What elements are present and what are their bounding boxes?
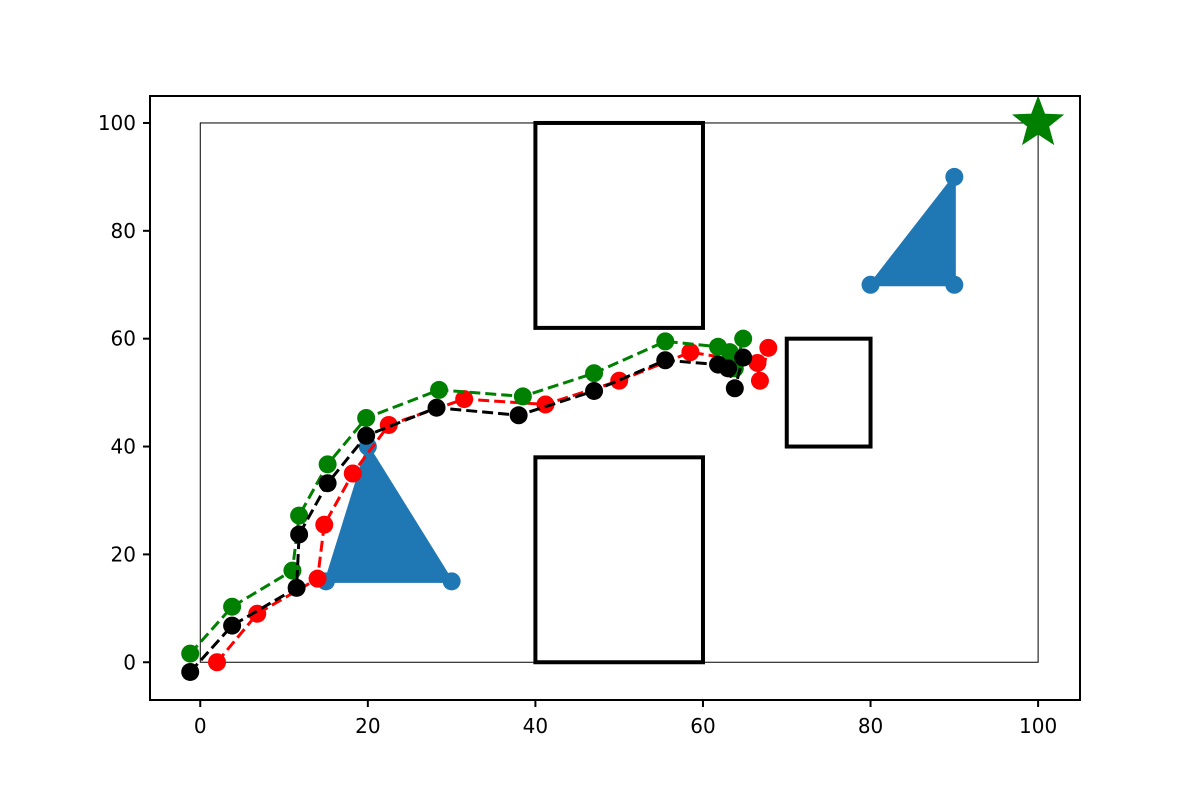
series-1-point-3 xyxy=(308,569,327,588)
series-2-point-10 xyxy=(656,332,675,351)
series-1-point-7 xyxy=(455,390,474,409)
series-1-point-5 xyxy=(343,464,362,483)
goal-layer xyxy=(1012,95,1065,146)
goal-star-marker xyxy=(1012,95,1065,146)
triangle-2-vertex-3 xyxy=(945,167,964,186)
y-tick-label: 100 xyxy=(98,111,136,135)
obstacle-rect-1 xyxy=(533,120,705,330)
x-tick-label: 60 xyxy=(690,714,715,738)
axes-frame xyxy=(149,95,1081,701)
y-tick-label: 0 xyxy=(123,650,136,674)
series-1-point-9 xyxy=(610,371,629,390)
series-2-point-8 xyxy=(513,387,532,406)
series-3-point-8 xyxy=(509,406,528,425)
series-layer xyxy=(181,329,778,681)
series-1 xyxy=(208,338,778,672)
y-tick-label: 80 xyxy=(111,219,136,243)
triangle-obstacle-2 xyxy=(869,175,956,287)
series-1-point-12 xyxy=(750,371,769,390)
series-3-point-10 xyxy=(656,351,675,370)
series-3-point-6 xyxy=(357,426,376,445)
series-2-point-5 xyxy=(318,455,337,474)
series-2-point-14 xyxy=(734,329,753,348)
y-tick-label: 40 xyxy=(111,435,136,459)
axes-layer: 0 20 40 60 80 100 0 20 40 60 80 100 xyxy=(98,95,1081,738)
series-3-point-4 xyxy=(290,525,309,544)
series-2-point-9 xyxy=(585,364,604,383)
series-1-point-1 xyxy=(208,653,227,672)
series-1-point-8 xyxy=(536,395,555,414)
series-1-point-4 xyxy=(315,515,334,534)
series-2-point-6 xyxy=(357,408,376,427)
triangle-2-vertex-1 xyxy=(861,275,880,294)
series-3 xyxy=(181,348,753,681)
series-2-point-4 xyxy=(290,506,309,525)
obstacles-layer xyxy=(533,120,873,665)
obstacle-rect-3 xyxy=(784,336,873,449)
series-2-point-1 xyxy=(181,644,200,663)
series-3-point-14 xyxy=(734,348,753,367)
x-tick-label: 40 xyxy=(523,714,548,738)
series-3-point-1 xyxy=(181,662,200,681)
series-2-point-7 xyxy=(430,380,449,399)
series-3-point-13 xyxy=(725,379,744,398)
y-tick-label: 20 xyxy=(111,542,136,566)
series-1-point-11 xyxy=(748,353,767,372)
series-3-point-2 xyxy=(223,616,242,635)
series-2-point-2 xyxy=(223,597,242,616)
x-tick-label: 100 xyxy=(1019,714,1057,738)
series-2 xyxy=(181,329,753,663)
obstacle-rect-2 xyxy=(533,455,705,665)
series-3-point-7 xyxy=(427,398,446,417)
y-tick-label: 60 xyxy=(111,327,136,351)
x-tick-label: 0 xyxy=(194,714,207,738)
series-3-point-9 xyxy=(585,381,604,400)
x-tick-label: 80 xyxy=(858,714,883,738)
triangle-2-vertex-2 xyxy=(945,275,964,294)
triangle-1-vertex-2 xyxy=(442,572,461,591)
series-3-point-12 xyxy=(719,359,738,378)
series-1-point-13 xyxy=(759,338,778,357)
series-3-point-3 xyxy=(287,578,306,597)
x-tick-label: 20 xyxy=(355,714,380,738)
series-1-point-10 xyxy=(681,343,700,362)
series-3-point-5 xyxy=(318,474,337,493)
